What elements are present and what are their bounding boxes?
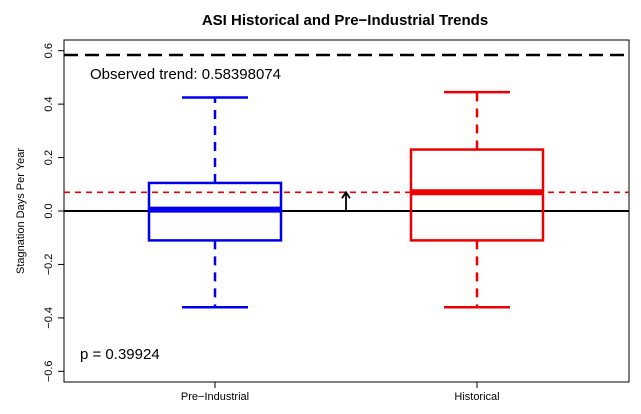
x-tick-label: Historical (454, 391, 499, 403)
y-tick-label: −0.2 (43, 254, 55, 276)
shift-arrow-head (341, 190, 351, 199)
box-pre-industrial (147, 96, 283, 309)
y-tick-label: 0.6 (43, 43, 55, 58)
y-tick-label: −0.6 (43, 360, 55, 382)
chart-title: ASI Historical and Pre−Industrial Trends (202, 12, 488, 29)
y-tick-label: −0.4 (43, 307, 55, 329)
y-axis-label: Stagnation Days Per Year (15, 148, 27, 274)
observed-trend-annotation: Observed trend: 0.58398074 (90, 66, 281, 83)
y-tick-label: 0.2 (43, 150, 55, 165)
x-tick-label: Pre−Industrial (181, 391, 249, 403)
box-historical (409, 90, 545, 309)
y-tick-label: 0.4 (43, 96, 55, 111)
y-tick-label: 0.0 (43, 203, 55, 218)
p-value-annotation: p = 0.39924 (80, 346, 160, 363)
plot-area: −0.6 −0.4 −0.2 0.0 0.2 0.4 0.6 Pre−Industrial Hi… (43, 39, 630, 403)
